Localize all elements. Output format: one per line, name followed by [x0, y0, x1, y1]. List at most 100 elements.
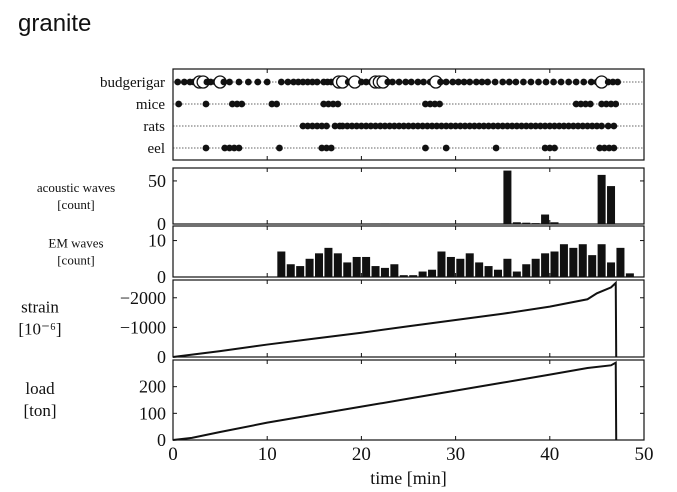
y-axis-label: strain	[21, 298, 59, 317]
event-marker	[299, 78, 307, 86]
bar	[493, 269, 502, 277]
event-marker	[461, 122, 469, 130]
panel-frame	[172, 359, 645, 441]
event-marker	[472, 78, 480, 86]
event-marker	[610, 122, 618, 130]
event-marker	[447, 122, 455, 130]
event-marker	[358, 78, 365, 86]
y-axis-label: [ton]	[23, 401, 56, 420]
event-marker	[436, 100, 443, 108]
x-tick-label: 10	[258, 444, 277, 465]
event-marker	[323, 122, 330, 130]
bar	[277, 251, 286, 277]
event-marker	[609, 78, 617, 86]
event-marker	[433, 122, 441, 130]
event-marker	[318, 144, 326, 152]
y-tick-label: 0	[157, 430, 166, 450]
row-label-rats: rats	[143, 119, 165, 135]
event-marker	[541, 144, 549, 152]
event-marker	[420, 78, 427, 86]
bar	[569, 247, 578, 277]
y-tick-label: 10	[148, 231, 166, 251]
bar	[522, 264, 531, 277]
event-marker	[268, 100, 276, 108]
event-marker	[358, 122, 365, 130]
event-marker	[587, 78, 595, 86]
bar	[625, 273, 634, 277]
event-marker	[422, 144, 429, 152]
event-marker	[542, 78, 550, 86]
event-marker	[226, 78, 233, 86]
x-axis-label: time [min]	[370, 468, 446, 488]
y-axis-label: [count]	[57, 197, 95, 212]
event-marker	[437, 78, 444, 86]
row-label-eel: eel	[148, 141, 165, 157]
event-marker	[414, 122, 422, 130]
event-marker	[376, 122, 384, 130]
bar	[559, 244, 568, 277]
bar	[352, 256, 361, 277]
event-marker	[572, 78, 580, 86]
event-marker	[593, 122, 601, 130]
event-marker	[343, 122, 351, 130]
panel-frame	[172, 279, 645, 358]
event-marker	[512, 78, 520, 86]
x-tick-label: 0	[168, 444, 178, 465]
event-marker	[466, 122, 474, 130]
event-marker	[456, 122, 464, 130]
bar	[371, 266, 380, 277]
bar	[409, 275, 418, 277]
event-marker	[580, 78, 588, 86]
event-marker	[422, 100, 429, 108]
y-axis-label: [count]	[57, 253, 95, 268]
event-marker	[520, 78, 527, 86]
event-marker	[290, 78, 297, 86]
event-marker	[348, 122, 356, 130]
event-marker	[438, 122, 445, 130]
event-marker	[221, 144, 229, 152]
event-marker	[555, 122, 563, 130]
event-marker	[546, 122, 554, 130]
event-marker	[569, 122, 577, 130]
event-marker	[273, 100, 281, 108]
event-marker	[605, 144, 613, 152]
bar	[616, 247, 625, 277]
event-marker	[491, 78, 499, 86]
x-tick-label: 30	[446, 444, 465, 465]
event-marker	[419, 122, 427, 130]
event-marker	[598, 122, 606, 130]
bar	[541, 214, 550, 224]
y-tick-label: 0	[157, 267, 166, 287]
event-marker	[309, 122, 316, 130]
event-marker	[527, 122, 535, 130]
event-marker	[577, 100, 585, 108]
bar	[399, 275, 408, 277]
event-marker	[484, 78, 492, 86]
y-tick-label: 200	[139, 377, 166, 397]
y-tick-label: 0	[157, 214, 166, 234]
event-marker	[442, 144, 450, 152]
bar	[428, 269, 437, 277]
event-marker	[277, 78, 285, 86]
bar	[418, 271, 427, 277]
event-marker	[475, 122, 483, 130]
event-marker	[541, 122, 549, 130]
event-marker	[492, 144, 500, 152]
event-marker	[386, 122, 394, 130]
event-marker	[494, 122, 502, 130]
event-marker	[601, 144, 608, 152]
event-marker	[263, 78, 271, 86]
event-marker	[320, 100, 328, 108]
event-marker	[226, 144, 233, 152]
event-marker	[431, 100, 439, 108]
event-marker	[442, 78, 450, 86]
bar	[296, 266, 305, 277]
bar	[550, 251, 559, 277]
event-marker	[233, 100, 241, 108]
event-marker	[536, 122, 544, 130]
event-marker	[254, 78, 262, 86]
series-line	[172, 360, 618, 441]
event-marker	[565, 78, 573, 86]
event-marker	[607, 100, 615, 108]
